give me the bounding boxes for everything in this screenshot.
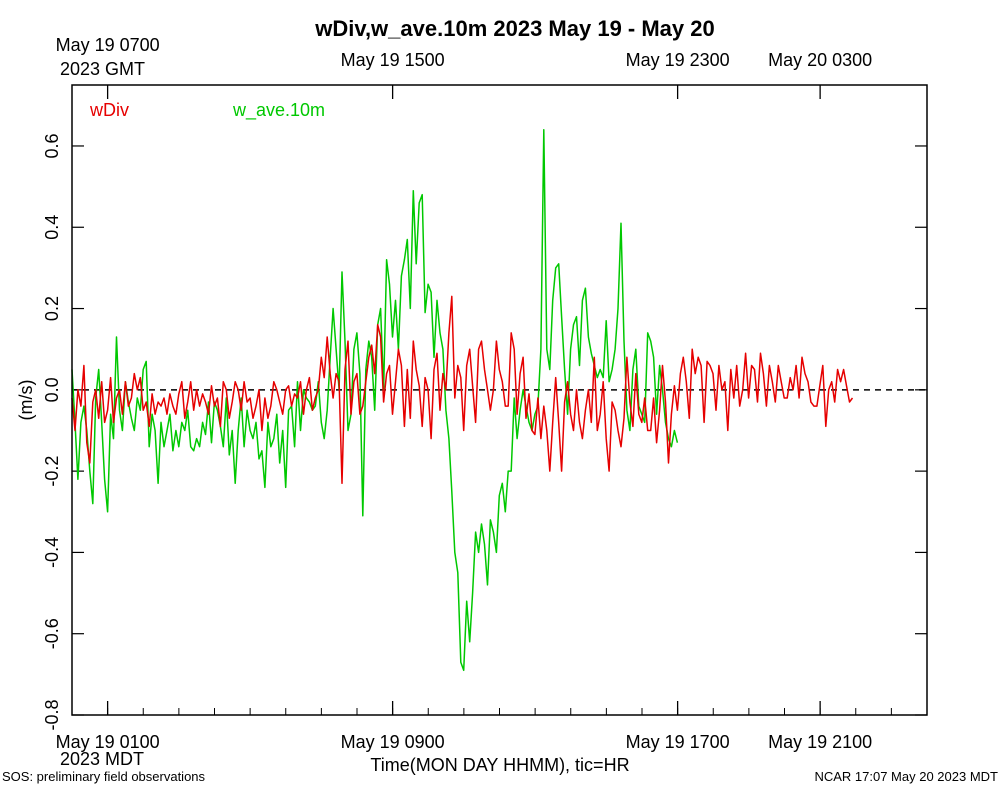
y-tick-label: -0.8 bbox=[42, 699, 62, 730]
x-axis-title: Time(MON DAY HHMM), tic=HR bbox=[370, 755, 629, 775]
x-tick-label: May 19 2100 bbox=[768, 732, 872, 752]
y-tick-label: 0.0 bbox=[42, 377, 62, 402]
bottom-zone-label: 2023 MDT bbox=[60, 749, 144, 769]
y-tick-label: 0.4 bbox=[42, 215, 62, 240]
y-tick-label: -0.4 bbox=[42, 537, 62, 568]
chart-title: wDiv,w_ave.10m 2023 May 19 - May 20 bbox=[314, 16, 715, 41]
y-axis-labels: -0.8 -0.6 -0.4 -0.2 0.0 0.2 0.4 0.6 bbox=[42, 133, 62, 730]
legend: wDiv w_ave.10m bbox=[89, 100, 325, 121]
series-line-w-ave-10m bbox=[71, 128, 679, 672]
y-tick-label: -0.6 bbox=[42, 618, 62, 649]
bottom-axis-labels: May 19 0100 May 19 0900 May 19 1700 May 19 … bbox=[56, 732, 873, 752]
legend-entry: wDiv bbox=[89, 100, 129, 120]
y-tick-label: 0.2 bbox=[42, 296, 62, 321]
top-axis-labels: May 19 0700 May 19 1500 May 19 2300 May 20 … bbox=[56, 35, 873, 70]
legend-entry: w_ave.10m bbox=[232, 100, 325, 121]
y-tick-label: -0.2 bbox=[42, 456, 62, 487]
top-zone-label: 2023 GMT bbox=[60, 59, 145, 79]
x-tick-label: May 19 0900 bbox=[341, 732, 445, 752]
x-tick-label: May 19 0100 bbox=[56, 732, 160, 752]
footer-left: SOS: preliminary field observations bbox=[2, 769, 206, 784]
y-tick-label: 0.6 bbox=[42, 133, 62, 158]
top-tick-label: May 19 2300 bbox=[626, 50, 730, 70]
footer-right: NCAR 17:07 May 20 2023 MDT bbox=[814, 769, 998, 784]
y-axis-title: (m/s) bbox=[16, 380, 36, 421]
plot-area bbox=[71, 85, 928, 716]
series-line-wdiv bbox=[71, 295, 854, 485]
top-tick-label: May 20 0300 bbox=[768, 50, 872, 70]
x-tick-label: May 19 1700 bbox=[626, 732, 730, 752]
plot-frame bbox=[71, 84, 928, 716]
top-tick-label: May 19 1500 bbox=[341, 50, 445, 70]
top-tick-label: May 19 0700 bbox=[56, 35, 160, 55]
